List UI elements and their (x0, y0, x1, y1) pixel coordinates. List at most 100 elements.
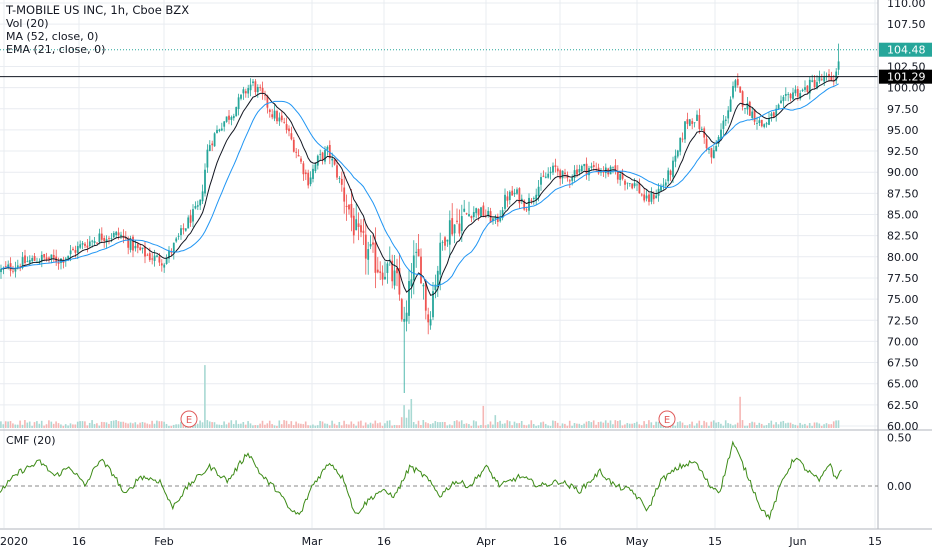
candle-body (352, 215, 355, 236)
volume-bar (194, 424, 197, 428)
volume-bar (319, 420, 321, 428)
volume-bar (655, 421, 657, 428)
volume-bar (453, 421, 456, 428)
candle-body (31, 258, 34, 262)
volume-bar (348, 424, 350, 428)
candle-body (216, 129, 218, 134)
candle-body (568, 180, 571, 182)
candle-body (319, 153, 322, 155)
candle-body (266, 95, 269, 108)
candle-body (828, 74, 830, 77)
volume-bar (398, 425, 401, 428)
candle-body (146, 254, 149, 256)
candle-body (540, 177, 542, 185)
volume-bar (796, 425, 799, 428)
volume-bar (278, 420, 281, 428)
candle-body (247, 88, 250, 94)
candle-body (806, 85, 809, 92)
volume-bar (223, 421, 225, 428)
candle-body (415, 251, 418, 253)
volume-bar (110, 421, 113, 428)
volume-bar (482, 405, 485, 428)
candle-body (189, 215, 192, 223)
ma-line (0, 75, 840, 296)
candle-body (770, 113, 773, 116)
candle-body (830, 76, 833, 82)
candle-body (436, 270, 439, 288)
volume-bar (520, 420, 523, 428)
cmf-indicator-label[interactable]: CMF (20) (6, 434, 56, 447)
cmf-panel[interactable]: 0.50 0.00 (0, 432, 912, 521)
volume-bar (542, 421, 545, 428)
volume-bar (165, 423, 168, 428)
volume-bar (830, 424, 833, 428)
candle-body (638, 183, 641, 194)
volume-bar (295, 421, 297, 428)
candle-body (756, 123, 758, 124)
candle-body (336, 165, 338, 178)
candle-body (835, 71, 838, 81)
candle-body (499, 216, 502, 222)
volume-bar (208, 421, 211, 428)
candle-body (813, 79, 816, 88)
volume-bar (400, 417, 403, 428)
candle-body (506, 196, 509, 201)
price-tick-label: 107.50 (887, 18, 926, 31)
candle-body (736, 79, 739, 86)
candle-body (693, 122, 696, 124)
volume-bar (357, 421, 360, 428)
volume-indicator-label[interactable]: Vol (20) (6, 17, 49, 30)
candle-body (24, 255, 26, 264)
chart-title[interactable]: T-MOBILE US INC, 1h, Cboe BZX (6, 3, 190, 17)
candle-body (424, 280, 427, 311)
volume-bar (136, 424, 139, 428)
candle-body (672, 160, 674, 177)
candle-body (93, 241, 96, 243)
candle-body (508, 191, 511, 201)
candle-body (768, 118, 770, 125)
candle-body (175, 238, 178, 242)
volume-bar (93, 424, 96, 428)
volume-bar (410, 398, 413, 428)
candle-body (0, 268, 2, 273)
candle-body (784, 93, 787, 96)
volume-bar (763, 425, 765, 428)
candle-body (384, 276, 386, 280)
volume-bar (417, 420, 420, 428)
volume-bar (590, 422, 593, 428)
volume-bar (518, 423, 521, 428)
volume-bar (732, 425, 734, 428)
ma-indicator-label[interactable]: MA (52, close, 0) (6, 30, 99, 43)
candle-body (412, 255, 415, 281)
volume-bar (88, 422, 91, 428)
volume-bar (801, 424, 804, 428)
candle-body (340, 178, 343, 185)
candle-body (573, 170, 576, 178)
volume-bar (0, 421, 2, 428)
volume-bar (268, 420, 271, 428)
volume-bar (108, 423, 110, 428)
volume-bar (780, 421, 782, 428)
volume-bar (705, 422, 708, 428)
candle-body (676, 150, 679, 157)
candle-body (242, 89, 245, 94)
candle-body (259, 87, 262, 89)
candle-body (312, 168, 314, 179)
candle-body (364, 234, 367, 259)
candle-body (777, 104, 780, 109)
volume-bar (273, 425, 276, 428)
candle-body (4, 266, 7, 268)
candle-body (321, 152, 324, 160)
candle-body (141, 247, 144, 249)
volume-bar (820, 425, 823, 428)
volume-bar (571, 425, 573, 428)
volume-bar (252, 425, 254, 428)
ema-indicator-label[interactable]: EMA (21, close, 0) (6, 43, 106, 56)
candlestick-series[interactable] (0, 43, 840, 394)
candle-body (381, 272, 384, 280)
volume-bar (640, 425, 643, 428)
volume-bar (835, 420, 837, 428)
volume-bar (648, 420, 650, 428)
price-tick-label: 70.00 (887, 335, 919, 348)
